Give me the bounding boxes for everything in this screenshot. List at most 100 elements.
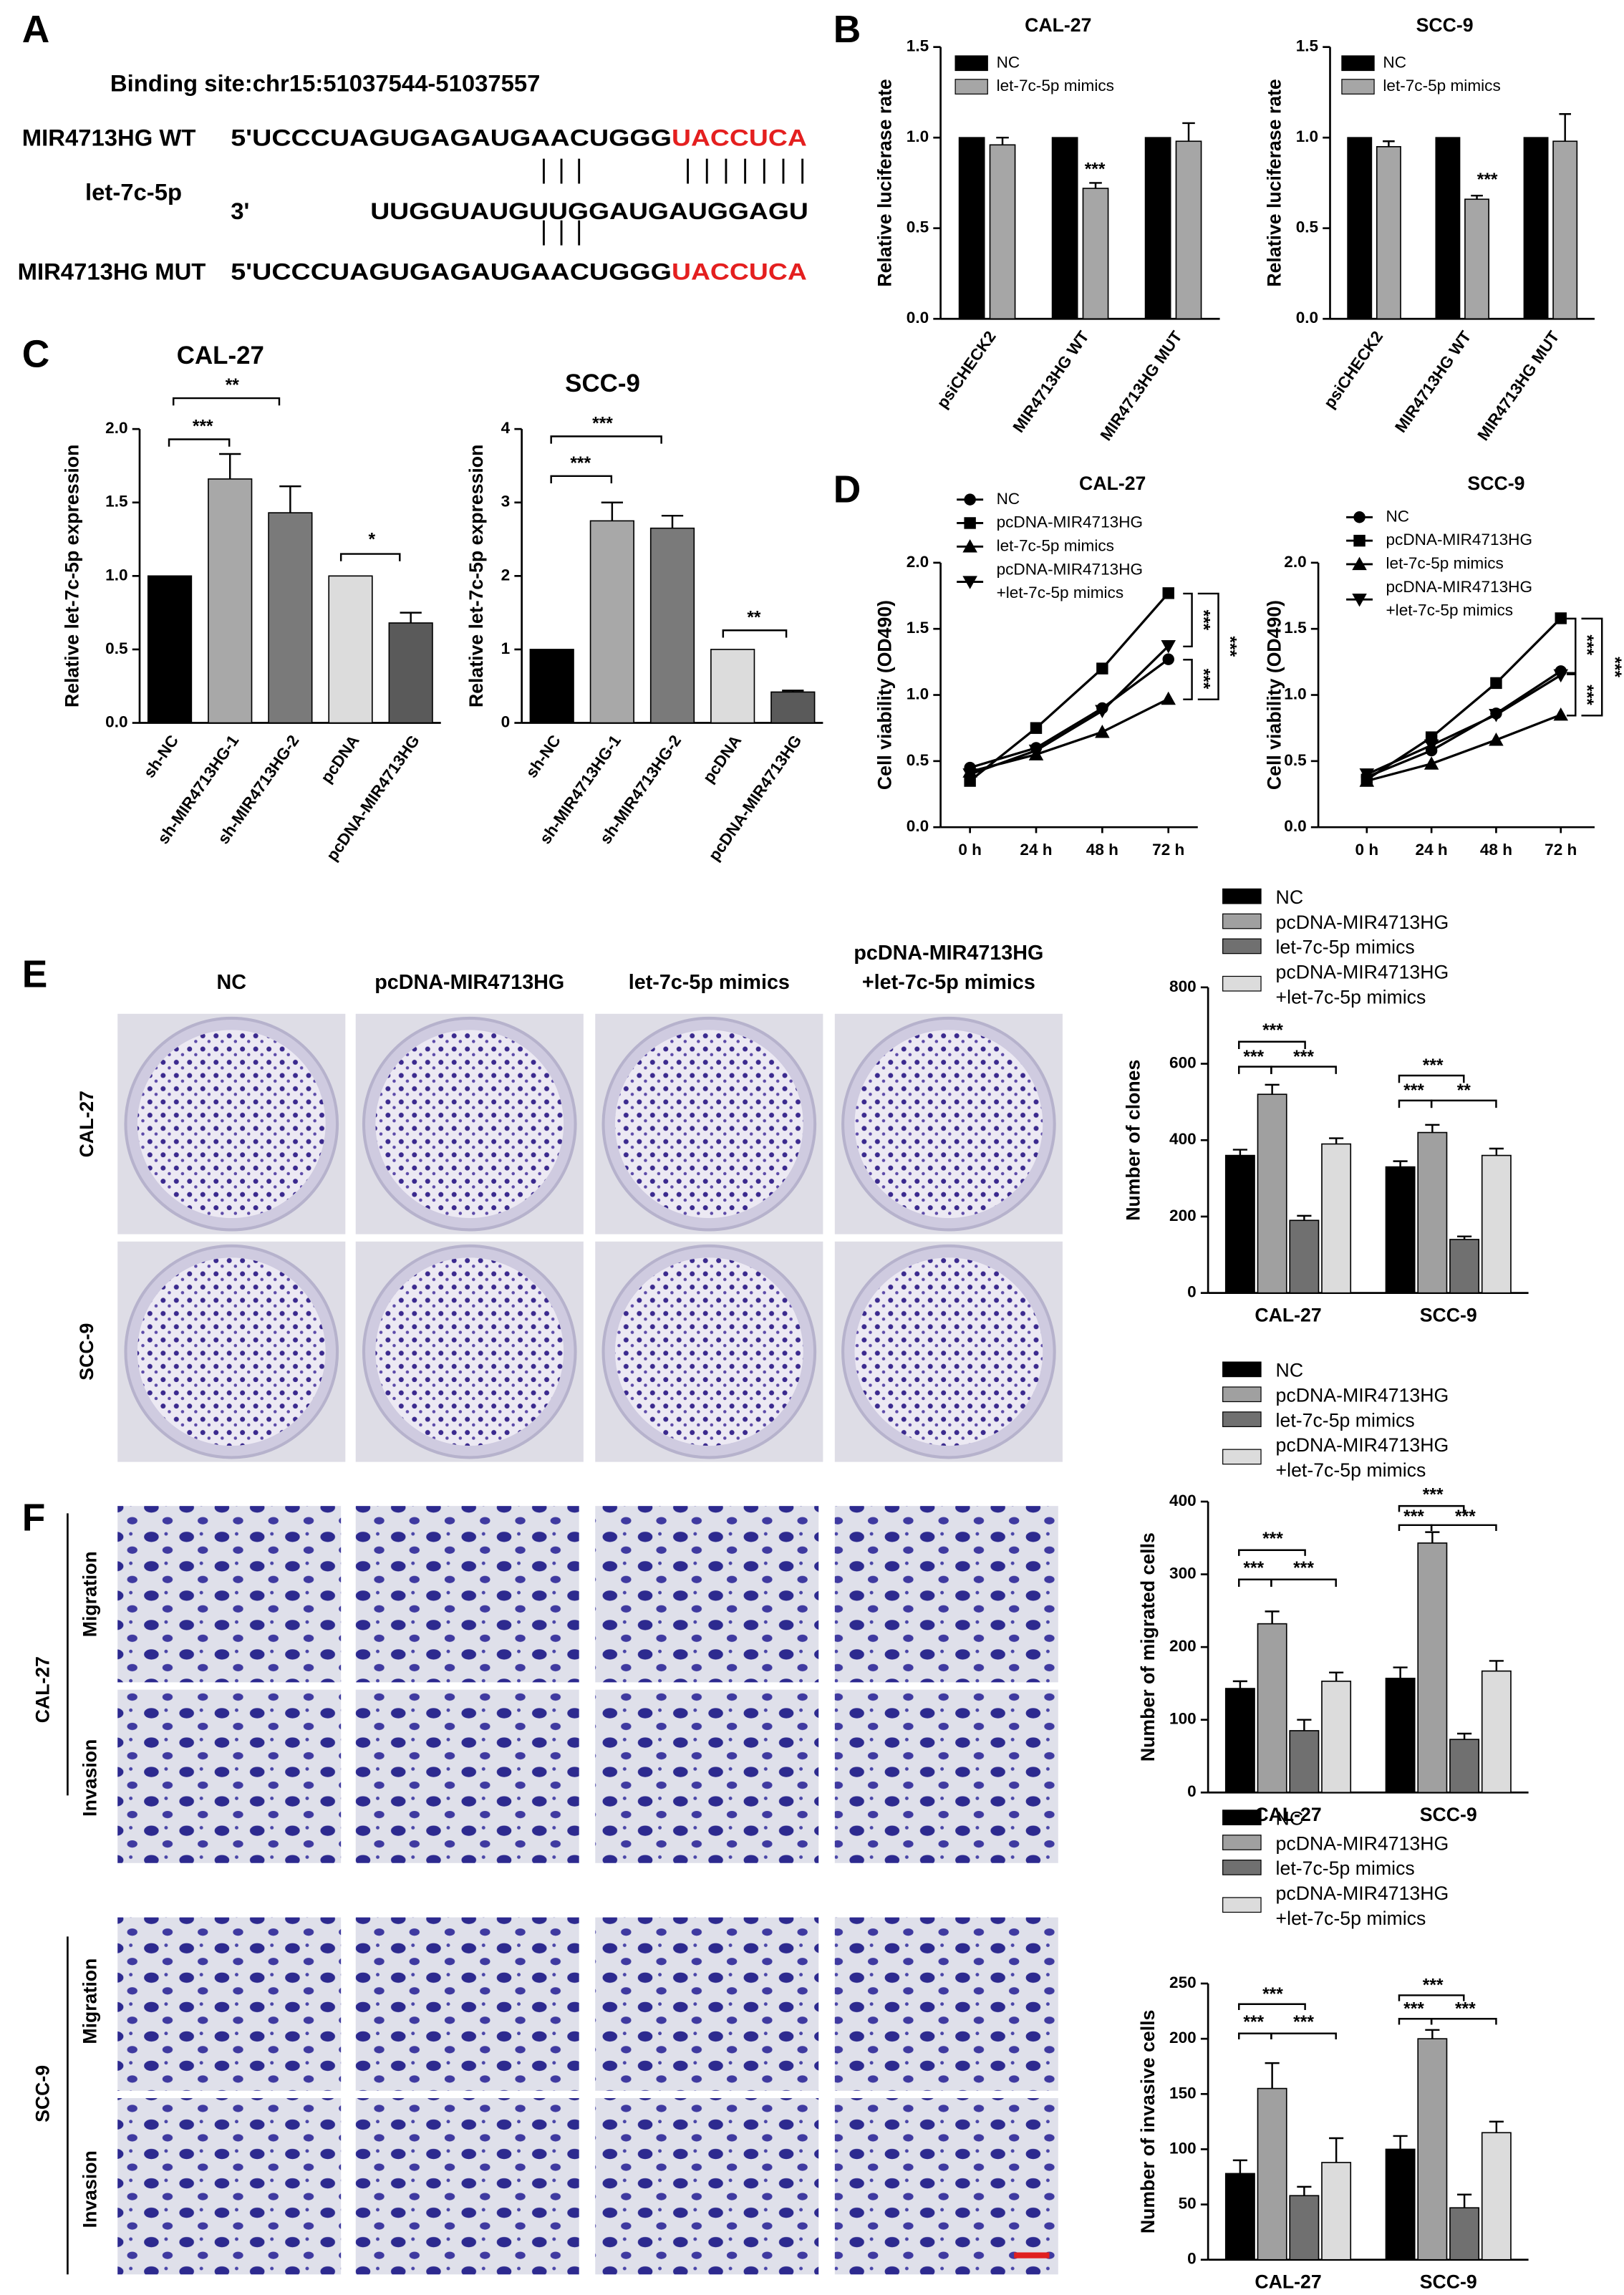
column-header-box: NC [216, 970, 246, 993]
x-tick-label: 72 h [1545, 841, 1577, 859]
significance-bracket [1238, 2003, 1306, 2010]
y-tick-label: 3 [501, 493, 511, 511]
significance-label: ** [747, 608, 761, 627]
dish-colonies [375, 1257, 564, 1446]
bar [268, 512, 313, 724]
legend-swatch [1222, 1860, 1262, 1875]
error-bar [1393, 2135, 1408, 2150]
significance-label: *** [1085, 160, 1106, 180]
legend-label: NC [1275, 1806, 1304, 1829]
error-bar [1265, 1610, 1280, 1624]
panel-label: C [22, 334, 50, 376]
y-tick-label: 4 [501, 419, 511, 437]
legend-label-box: pcDNA-MIR4713HG [1386, 532, 1532, 550]
x-tick-label: 48 h [1086, 841, 1118, 859]
error-bar [1489, 2120, 1504, 2133]
legend-label-box: pcDNA-MIR4713HG +let-7c-5p mimics [1386, 579, 1532, 619]
line [969, 592, 1169, 782]
y-tick-label: 0.5 [907, 218, 929, 236]
significance-bracket [1270, 2032, 1337, 2039]
legend-label: pcDNA-MIR4713HG +let-7c-5p mimics [1275, 1433, 1449, 1481]
legend-label: pcDNA-MIR4713HG +let-7c-5p mimics [1275, 1881, 1449, 1929]
dish-colonies [137, 1030, 326, 1218]
x-tick-label: SCC-9 [1420, 1305, 1477, 1326]
row-label: SCC-9 [76, 1323, 97, 1381]
y-axis-label: Cell viability (OD490) [874, 600, 896, 790]
x-tick-label: SCC-9 [1420, 1804, 1477, 1825]
y-axis-label: Number of migrated cells [1137, 1532, 1159, 1762]
significance-label: *** [1477, 170, 1498, 190]
chart-title: CAL-27 [1079, 473, 1146, 494]
error-bar [1297, 1719, 1312, 1731]
y-tick-label: 250 [1169, 1973, 1197, 1991]
significance-bracket [550, 475, 613, 484]
legend-label-box: NC [1276, 1358, 1304, 1381]
bar [770, 691, 816, 724]
transwell-photo [595, 1506, 819, 1683]
column-header-box: pcDNA-MIR4713HG +let-7c-5p mimics [854, 940, 1043, 993]
line [1366, 674, 1562, 776]
column-header: let-7c-5p mimics [628, 970, 790, 994]
significance-label: *** [1423, 1485, 1444, 1504]
y-tick-label: 0.0 [105, 712, 127, 730]
data-point [1553, 669, 1569, 683]
data-point [1162, 587, 1174, 599]
bar [1481, 1154, 1512, 1294]
legend-swatch [1222, 1361, 1262, 1378]
legend-swatch [1222, 1386, 1262, 1403]
error-bar [1457, 1732, 1472, 1740]
y-tick-label: 400 [1169, 1130, 1197, 1148]
significance-label: *** [592, 414, 613, 433]
panel-label: B [833, 9, 861, 51]
y-tick-label: 0.5 [105, 639, 127, 657]
chart-title: CAL-27 [177, 342, 264, 369]
legend-swatch [1341, 55, 1375, 72]
transwell-photo [834, 1506, 1058, 1683]
legend-label-box: pcDNA-MIR4713HG +let-7c-5p mimics [997, 561, 1144, 602]
legend-swatch [1222, 1810, 1262, 1826]
sequence: 3' [231, 198, 249, 224]
y-tick-label: 0.0 [907, 817, 929, 835]
legend-label-box: pcDNA-MIR4713HG [1276, 910, 1449, 932]
y-tick-label: 2.0 [105, 419, 127, 437]
significance-bracket [1183, 592, 1193, 648]
legend-label-box: NC [996, 54, 1020, 72]
legend-label-box: pcDNA-MIR4713HG +let-7c-5p mimics [1276, 960, 1449, 1008]
significance-bracket [168, 438, 231, 447]
error-bar [1232, 1149, 1247, 1156]
bar [1289, 1219, 1320, 1294]
x-tick-label: CAL-27 [1255, 1305, 1321, 1326]
legend-label: NC [996, 54, 1020, 72]
bar [1523, 137, 1549, 320]
legend-label-box: NC [997, 491, 1020, 508]
error-bar [1232, 2159, 1247, 2174]
bar [1224, 1688, 1255, 1794]
bar [1257, 1093, 1287, 1294]
legend-label-box: let-7c-5p mimics [997, 78, 1114, 96]
y-tick-label: 200 [1169, 1207, 1197, 1224]
legend-label-box: NC [1386, 508, 1409, 526]
significance-label: *** [1403, 1507, 1424, 1527]
line [1366, 617, 1562, 781]
panel-label: A [22, 9, 50, 51]
error-bar [782, 690, 804, 692]
data-point [1424, 756, 1439, 770]
y-axis-label: Relative luciferase rate [874, 79, 896, 286]
error-bar [1471, 194, 1483, 200]
y-tick-label: 1.0 [907, 127, 929, 145]
y-axis-label: Relative let-7c-5p expression [465, 445, 487, 707]
transwell-photo [355, 1689, 579, 1863]
bar [1385, 2148, 1416, 2261]
y-tick-label: 1.0 [105, 566, 127, 584]
significance-bracket [1581, 617, 1603, 717]
y-tick-label: 2 [501, 566, 511, 584]
transwell-photo [834, 2098, 1058, 2275]
significance-label: *** [1403, 1999, 1424, 2019]
sequence-label: let-7c-5p [85, 179, 182, 206]
x-tick-label: 0 h [1355, 841, 1379, 859]
significance-bracket [1430, 1099, 1497, 1108]
y-tick-label: 0.0 [1284, 817, 1306, 835]
significance-bracket [1398, 1994, 1465, 2001]
y-tick-label: 0.0 [1296, 309, 1318, 327]
bar [1481, 2132, 1512, 2261]
